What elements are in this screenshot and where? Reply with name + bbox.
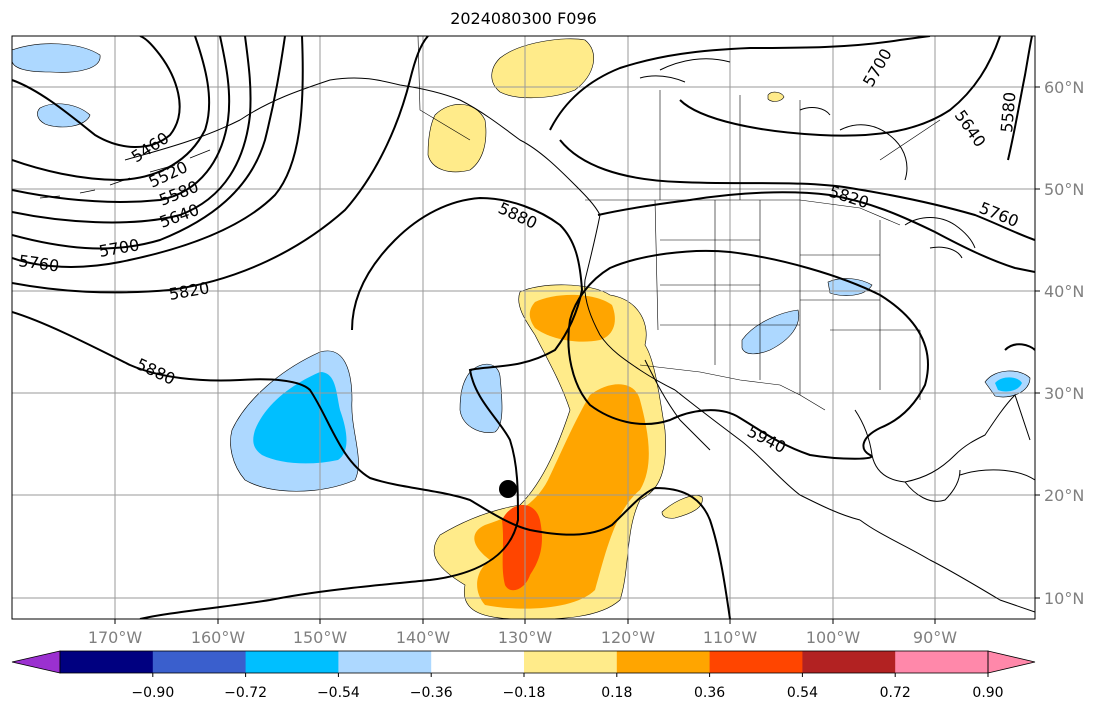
negative-anomaly-region	[741, 309, 800, 355]
colorbar-bin	[709, 651, 803, 673]
contour-5640	[12, 36, 252, 224]
colorbar-tick-label: −0.36	[410, 685, 453, 701]
lat-label: 30°N	[1044, 384, 1084, 403]
colorbar-bin	[524, 651, 618, 673]
contour-5760	[12, 36, 304, 268]
us-state-lines	[654, 199, 921, 400]
lat-label: 60°N	[1044, 78, 1084, 97]
contour-5820	[12, 36, 429, 294]
colorbar-under-arrow	[11, 650, 61, 674]
lon-label: 120°W	[601, 628, 656, 647]
contour-5880-high	[139, 196, 584, 619]
colorbar-bin	[60, 651, 154, 673]
figure-title: 2024080300 F096	[450, 9, 597, 28]
contour-5580-east	[1007, 36, 1033, 161]
positive-anomaly-region	[427, 104, 487, 173]
colorbar-bins	[60, 651, 989, 673]
contour-trough-east	[1004, 343, 1035, 351]
colorbar-tick-label: 0.36	[694, 685, 725, 701]
colorbar-tick-label: 0.72	[880, 685, 911, 701]
positive-anomaly-region	[491, 38, 594, 99]
negative-anomaly-region	[253, 372, 347, 464]
alaska-canada-border	[417, 36, 471, 141]
colorbar-bin	[245, 651, 339, 673]
lat-label: 40°N	[1044, 282, 1084, 301]
axis-ticks	[114, 86, 1040, 624]
contour-5700	[12, 36, 286, 250]
contour-5580	[12, 36, 231, 203]
lon-label: 160°W	[191, 628, 246, 647]
hudson-bay-coast	[839, 124, 908, 181]
height-contours	[12, 36, 1035, 619]
storm-center-dot	[499, 480, 517, 498]
contour-5460	[12, 36, 181, 148]
contour-5940	[567, 249, 929, 460]
lon-label: 130°W	[498, 628, 553, 647]
cuba-island	[959, 469, 1035, 481]
graticule	[12, 36, 1035, 619]
lon-label: 170°W	[88, 628, 143, 647]
negative-anomaly-region	[995, 377, 1022, 392]
colorbar-tick-label: −0.72	[224, 685, 267, 701]
positive-anomaly-region	[767, 91, 785, 102]
negative-anomaly-region	[12, 43, 101, 73]
contour-5520	[12, 36, 211, 182]
lat-label: 50°N	[1044, 180, 1084, 199]
lon-label: 90°W	[913, 628, 957, 647]
us-mexico-border	[639, 364, 826, 411]
colorbar-tick-label: 0.90	[972, 685, 1003, 701]
lat-label: 20°N	[1044, 486, 1084, 505]
lon-label: 100°W	[806, 628, 861, 647]
canada-provinces	[659, 90, 941, 200]
colorbar-ticks: −0.90 −0.72 −0.54 −0.36 −0.18 0.18 0.36 0.54 0.7…	[131, 673, 1004, 701]
central-america-coast	[859, 519, 1035, 613]
mexico-west-coast	[674, 389, 861, 521]
west-coast-north-america	[584, 214, 676, 391]
latitude-labels: 60°N 50°N 40°N 30°N 20°N 10°N	[1044, 78, 1084, 608]
contour-5820-east	[597, 191, 1035, 273]
colorbar-bin	[895, 651, 989, 673]
canadian-arctic-islands	[639, 58, 831, 116]
baja-california	[644, 359, 711, 451]
contour-5880	[12, 311, 731, 619]
longitude-labels: 170°W 160°W 150°W 140°W 130°W 120°W 110°…	[88, 628, 957, 647]
coastlines	[39, 58, 1035, 613]
colorbar-bin	[152, 651, 247, 673]
lon-label: 110°W	[703, 628, 758, 647]
colorbar-tick-label: −0.54	[317, 685, 360, 701]
colorbar-tick-label: −0.18	[503, 685, 546, 701]
colorbar-bin	[338, 651, 432, 673]
colorbar: −0.90 −0.72 −0.54 −0.36 −0.18 0.18 0.36 0.54 0.7…	[11, 650, 1036, 701]
contour-label: 5580	[997, 91, 1019, 133]
colorbar-bin	[802, 651, 896, 673]
positive-anomaly-region	[502, 505, 542, 591]
lon-label: 150°W	[293, 628, 348, 647]
colorbar-bin	[616, 651, 711, 673]
lon-label: 140°W	[396, 628, 451, 647]
contour-5700-east	[549, 36, 931, 131]
gulf-of-mexico-coast	[854, 394, 1031, 483]
colorbar-over-arrow	[987, 650, 1036, 674]
contour-5760-east	[559, 139, 1035, 241]
great-lakes	[904, 217, 976, 259]
yucatan-coast	[904, 469, 961, 502]
map-area: 5460 5520 5580 5640 5700 5760 5820 5880 …	[12, 36, 1035, 619]
lat-label: 10°N	[1044, 589, 1084, 608]
colorbar-tick-label: −0.90	[131, 685, 174, 701]
alaska-coast	[124, 77, 601, 216]
map-frame	[11, 35, 1036, 620]
positive-anomaly-region	[661, 495, 703, 519]
contour-5640-east	[679, 36, 1001, 137]
political-borders	[417, 36, 941, 411]
colorbar-tick-label: 0.18	[601, 685, 632, 701]
colorbar-tick-label: 0.54	[787, 685, 818, 701]
colorbar-bin	[431, 651, 525, 673]
